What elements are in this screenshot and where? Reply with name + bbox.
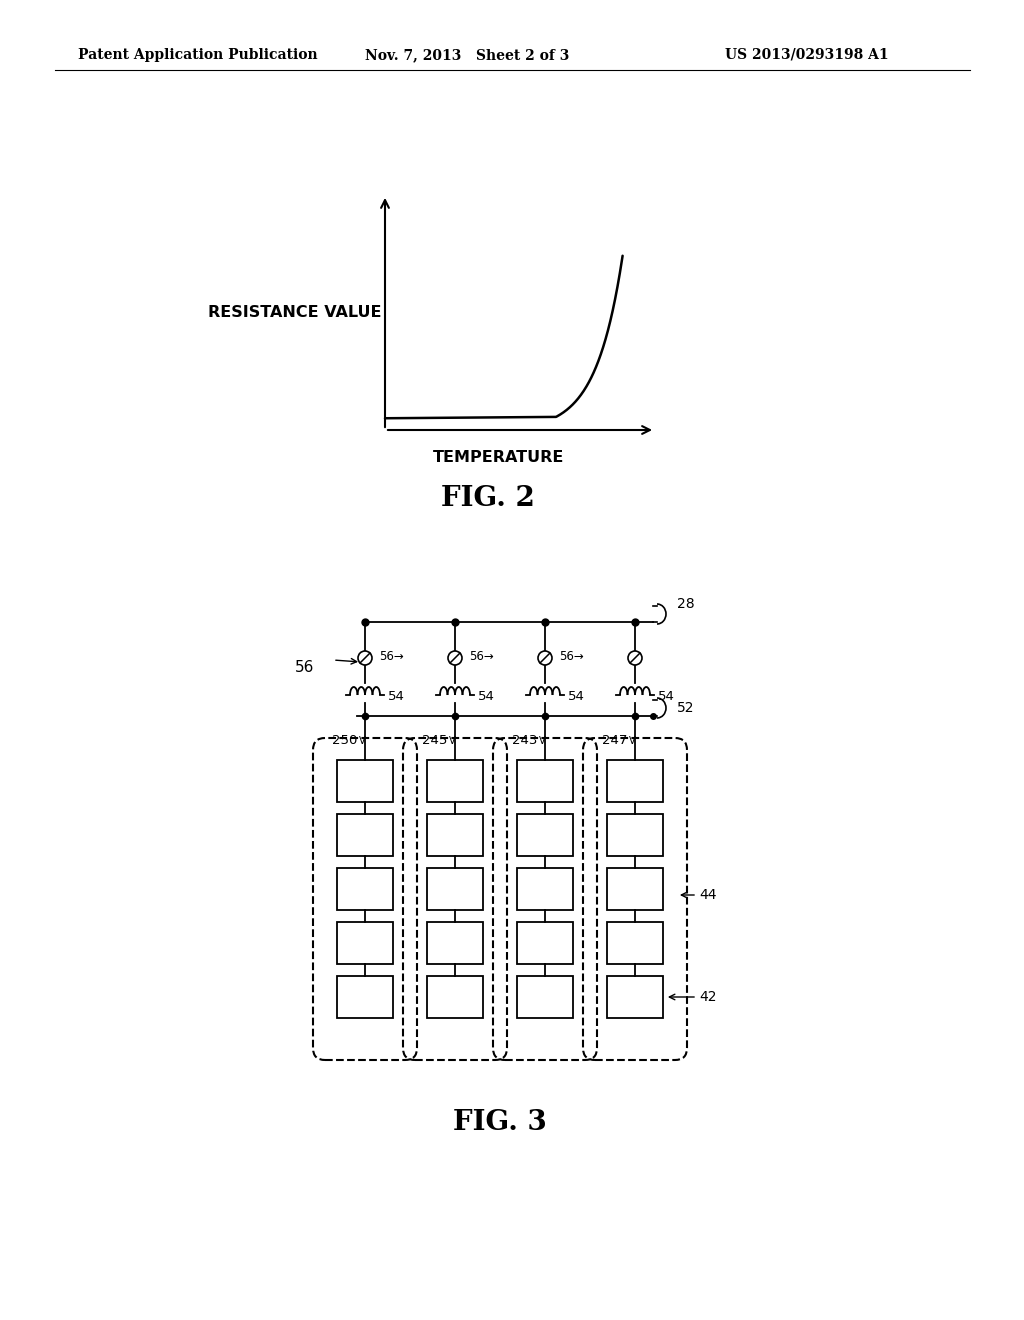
Text: 250: 250 (332, 734, 357, 747)
Bar (337, 814, 393, 855)
Text: RESISTANCE VALUE: RESISTANCE VALUE (208, 305, 382, 319)
Text: 54: 54 (568, 690, 585, 704)
Bar (337, 921, 393, 964)
Text: V: V (629, 737, 636, 746)
Bar (607, 814, 663, 855)
Bar (607, 869, 663, 909)
Text: 54: 54 (478, 690, 495, 704)
Bar (337, 975, 393, 1018)
Bar (427, 760, 483, 803)
Text: 52: 52 (677, 701, 694, 715)
Text: 243: 243 (512, 734, 537, 747)
Text: 56: 56 (295, 660, 314, 676)
Text: 28: 28 (677, 597, 694, 611)
Text: 56→: 56→ (380, 649, 404, 663)
Circle shape (449, 651, 462, 665)
Text: 56→: 56→ (470, 649, 495, 663)
Bar (427, 975, 483, 1018)
Text: V: V (359, 737, 366, 746)
Text: 44: 44 (699, 888, 717, 902)
Bar (427, 921, 483, 964)
Circle shape (358, 651, 372, 665)
Text: US 2013/0293198 A1: US 2013/0293198 A1 (725, 48, 889, 62)
Bar (427, 814, 483, 855)
Bar (337, 869, 393, 909)
Bar (607, 975, 663, 1018)
Bar (517, 760, 573, 803)
Circle shape (628, 651, 642, 665)
Text: 42: 42 (699, 990, 717, 1005)
Bar (517, 869, 573, 909)
Text: 245: 245 (422, 734, 447, 747)
Text: FIG. 2: FIG. 2 (440, 484, 535, 511)
Bar (517, 975, 573, 1018)
Text: FIG. 3: FIG. 3 (454, 1110, 547, 1137)
Text: Patent Application Publication: Patent Application Publication (78, 48, 317, 62)
Text: V: V (539, 737, 546, 746)
Bar (427, 869, 483, 909)
Bar (337, 760, 393, 803)
Text: TEMPERATURE: TEMPERATURE (433, 450, 564, 466)
Circle shape (538, 651, 552, 665)
Text: 56→: 56→ (560, 649, 585, 663)
Bar (517, 814, 573, 855)
Bar (607, 760, 663, 803)
Bar (517, 921, 573, 964)
Bar (607, 921, 663, 964)
Text: 247: 247 (602, 734, 627, 747)
Text: V: V (449, 737, 456, 746)
Text: 54: 54 (388, 690, 404, 704)
Text: Nov. 7, 2013   Sheet 2 of 3: Nov. 7, 2013 Sheet 2 of 3 (365, 48, 569, 62)
Text: 54: 54 (658, 690, 675, 704)
